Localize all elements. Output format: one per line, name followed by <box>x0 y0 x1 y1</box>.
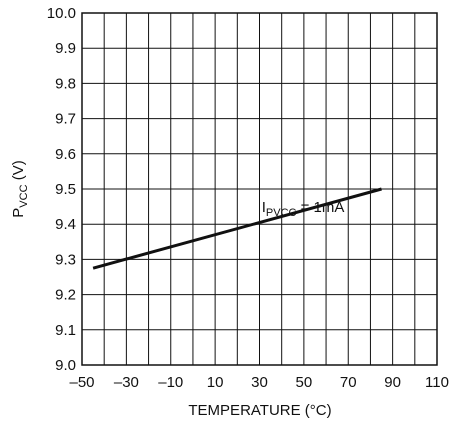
x-axis-label: TEMPERATURE (°C) <box>188 402 331 419</box>
series-line-0 <box>92 187 382 270</box>
y-tick-label: 9.9 <box>55 40 76 57</box>
y-axis-label-suffix: (V) <box>10 160 27 184</box>
x-tick-label: –10 <box>158 374 183 391</box>
x-tick-label: 90 <box>384 374 401 391</box>
x-tick-label: 70 <box>340 374 357 391</box>
x-tick-label: 30 <box>251 374 268 391</box>
annotation-label: IPVCC = 1mA <box>262 199 345 219</box>
y-tick-label: 9.4 <box>55 216 76 233</box>
y-axis-label: PVCC (V) <box>10 160 30 217</box>
y-tick-label: 9.1 <box>55 322 76 339</box>
x-tick-label: 110 <box>425 374 449 391</box>
y-tick-label: 10.0 <box>47 5 76 22</box>
plot-frame <box>81 12 438 366</box>
y-tick-label: 9.0 <box>55 357 76 374</box>
x-axis-ticks: –50 –30 –10 10 30 50 70 90 110 <box>69 374 448 391</box>
y-axis-ticks: 9.0 9.1 9.2 9.3 9.4 9.5 9.6 9.7 9.8 9.9 10.0 <box>47 5 76 374</box>
y-axis-label-sub: VCC <box>18 184 30 207</box>
grid <box>82 13 437 365</box>
y-axis-label-main: P <box>10 208 27 218</box>
x-tick-label: –50 <box>69 374 94 391</box>
y-tick-label: 9.2 <box>55 287 76 304</box>
y-tick-label: 9.8 <box>55 75 76 92</box>
annotation-sub: PVCC <box>266 207 297 219</box>
y-tick-label: 9.7 <box>55 111 76 128</box>
y-tick-label: 9.3 <box>55 251 76 268</box>
x-tick-label: –30 <box>114 374 139 391</box>
annotation-suffix: = 1mA <box>296 199 344 216</box>
y-tick-label: 9.6 <box>55 146 76 163</box>
y-tick-label: 9.5 <box>55 181 76 198</box>
x-tick-label: 10 <box>207 374 224 391</box>
annotation-main: I <box>262 199 266 216</box>
x-tick-label: 50 <box>296 374 313 391</box>
series-lines <box>92 187 382 270</box>
